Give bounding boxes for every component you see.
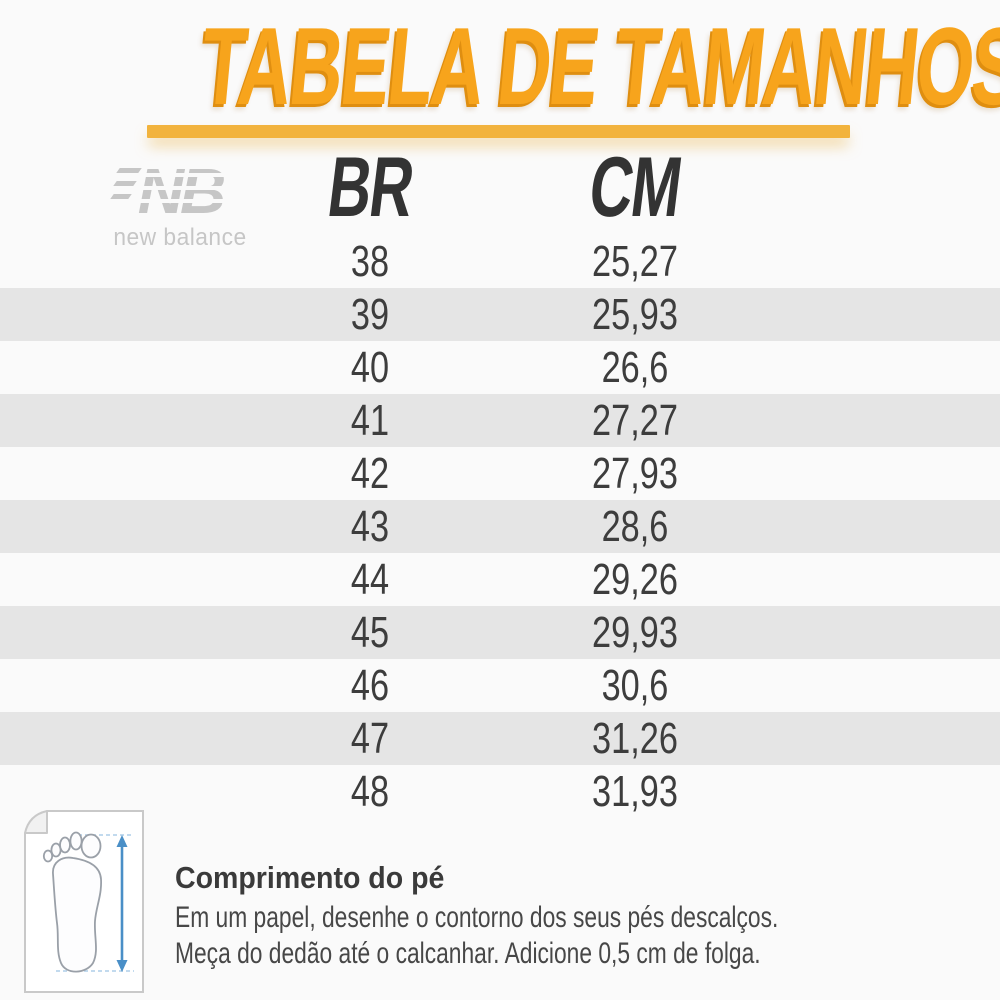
size-table: 38 25,27 39 25,93 40 26,6 41 27,27 42 27… [0, 235, 1000, 818]
table-row: 44 29,26 [0, 553, 1000, 606]
table-row: 38 25,27 [0, 235, 1000, 288]
table-row: 43 28,6 [0, 500, 1000, 553]
cm-length-value: 30,6 [601, 661, 669, 710]
guide-instruction-line: Meça do dedão até o calcanhar. Adicione … [175, 937, 761, 970]
table-row: 42 27,93 [0, 447, 1000, 500]
table-row: 46 30,6 [0, 659, 1000, 712]
cm-length-value: 25,93 [592, 290, 678, 339]
br-size-value: 40 [350, 343, 390, 392]
cm-length-value: 28,6 [601, 502, 669, 551]
cm-length-value: 27,93 [592, 449, 678, 498]
table-row: 40 26,6 [0, 341, 1000, 394]
brand-wordmark: new balance [113, 224, 247, 251]
foot-measure-diagram-icon [24, 810, 144, 993]
table-row: 48 31,93 [0, 765, 1000, 818]
page-title: TABELA DE TAMANHOS [0, 5, 1000, 128]
column-header-cm: CM [584, 140, 686, 235]
page-title-text: TABELA DE TAMANHOS [195, 5, 1000, 128]
brand-logo: NB new balance [100, 155, 260, 255]
br-size-value: 45 [350, 608, 390, 657]
table-row: 47 31,26 [0, 712, 1000, 765]
br-size-value: 46 [350, 661, 390, 710]
cm-length-value: 25,27 [592, 237, 678, 286]
nb-logo-icon: NB [110, 155, 226, 227]
cm-length-value: 27,27 [592, 396, 678, 445]
br-size-value: 38 [350, 237, 390, 286]
title-underline-bar [147, 125, 850, 138]
column-header-br: BR [322, 140, 418, 235]
cm-length-value: 31,26 [592, 714, 678, 763]
br-size-value: 42 [350, 449, 390, 498]
table-row: 41 27,27 [0, 394, 1000, 447]
br-size-value: 43 [350, 502, 390, 551]
table-row: 45 29,93 [0, 606, 1000, 659]
cm-length-value: 31,93 [592, 767, 678, 816]
table-row: 39 25,93 [0, 288, 1000, 341]
br-size-value: 39 [350, 290, 390, 339]
nb-mark: NB [137, 155, 226, 227]
br-size-value: 48 [350, 767, 390, 816]
br-size-value: 41 [350, 396, 390, 445]
cm-length-value: 29,93 [592, 608, 678, 657]
br-size-value: 44 [350, 555, 390, 604]
cm-length-value: 26,6 [601, 343, 669, 392]
br-size-value: 47 [350, 714, 390, 763]
cm-length-value: 29,26 [592, 555, 678, 604]
guide-heading: Comprimento do pé [175, 860, 445, 895]
guide-instruction-line: Em um papel, desenhe o contorno dos seus… [175, 901, 779, 934]
